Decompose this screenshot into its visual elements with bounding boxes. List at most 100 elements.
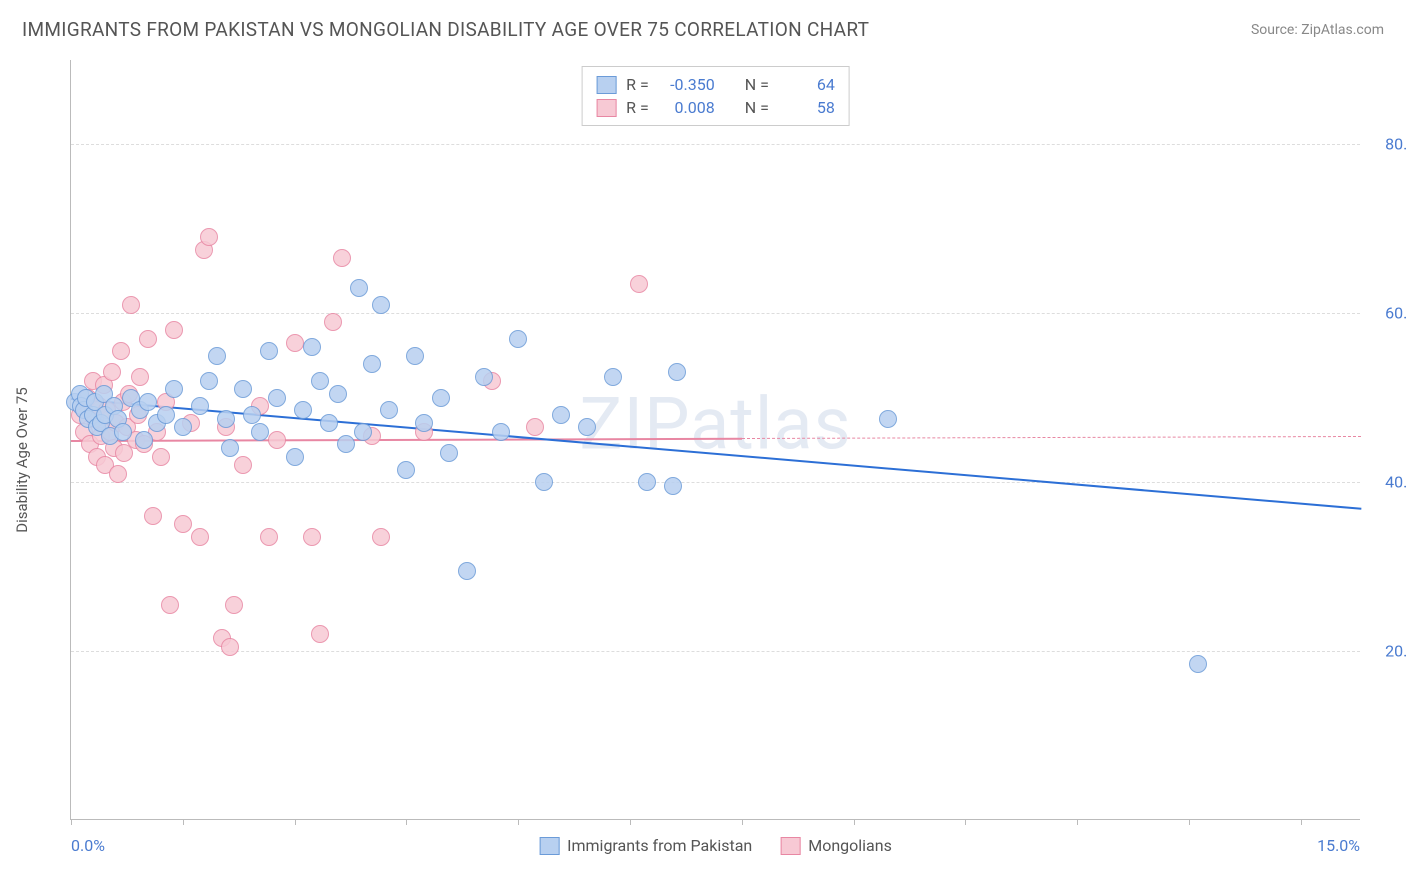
chart-title: IMMIGRANTS FROM PAKISTAN VS MONGOLIAN DI… [22, 18, 869, 41]
data-point [234, 380, 252, 398]
legend-series-label: Mongolians [808, 836, 892, 855]
x-tick [518, 819, 519, 825]
data-point [191, 528, 209, 546]
legend-series-label: Immigrants from Pakistan [567, 836, 752, 855]
y-axis-title: Disability Age Over 75 [13, 387, 31, 532]
data-point [112, 342, 130, 360]
data-point [311, 625, 329, 643]
legend-series: Immigrants from Pakistan Mongolians [539, 836, 892, 855]
data-point [139, 393, 157, 411]
data-point [114, 423, 132, 441]
x-tick [183, 819, 184, 825]
data-point [535, 473, 553, 491]
data-point [440, 444, 458, 462]
gridline [71, 313, 1360, 314]
data-point [144, 507, 162, 525]
gridline [71, 144, 1360, 145]
chart-container: Disability Age Over 75 ZIPatlas R =-0.35… [50, 60, 1390, 860]
r-label: R = [626, 75, 649, 94]
data-point [329, 385, 347, 403]
data-point [139, 330, 157, 348]
data-point [406, 347, 424, 365]
data-point [161, 596, 179, 614]
data-point [286, 334, 304, 352]
legend-swatch [539, 837, 559, 855]
x-tick [965, 819, 966, 825]
data-point [337, 435, 355, 453]
data-point [122, 296, 140, 314]
data-point [380, 401, 398, 419]
data-point [320, 414, 338, 432]
data-point [350, 279, 368, 297]
trend-line [71, 438, 742, 442]
data-point [200, 372, 218, 390]
data-point [221, 638, 239, 656]
data-point [475, 368, 493, 386]
n-value: 58 [779, 98, 835, 117]
data-point [200, 228, 218, 246]
data-point [372, 296, 390, 314]
data-point [397, 461, 415, 479]
x-min-label: 0.0% [71, 836, 105, 855]
data-point [354, 423, 372, 441]
legend-swatch [596, 99, 616, 117]
data-point [458, 562, 476, 580]
trend-line [71, 398, 1361, 510]
data-point [103, 363, 121, 381]
data-point [303, 338, 321, 356]
data-point [286, 448, 304, 466]
legend-stats: R =-0.350N =64R =0.008N =58 [581, 66, 850, 126]
data-point [333, 249, 351, 267]
data-point [251, 423, 269, 441]
trend-line [742, 436, 1361, 439]
legend-stat-row: R =0.008N =58 [596, 96, 835, 119]
y-tick-label: 80.0% [1385, 135, 1406, 154]
data-point [432, 389, 450, 407]
data-point [135, 431, 153, 449]
data-point [372, 528, 390, 546]
x-tick [854, 819, 855, 825]
gridline [71, 651, 1360, 652]
data-point [630, 275, 648, 293]
r-label: R = [626, 98, 649, 117]
data-point [1189, 655, 1207, 673]
data-point [879, 410, 897, 428]
x-max-label: 15.0% [1317, 836, 1360, 855]
source-label: Source: ZipAtlas.com [1251, 22, 1384, 38]
data-point [303, 528, 321, 546]
x-tick [406, 819, 407, 825]
data-point [217, 410, 235, 428]
data-point [324, 313, 342, 331]
data-point [664, 477, 682, 495]
y-tick-label: 60.0% [1385, 304, 1406, 323]
data-point [604, 368, 622, 386]
y-tick-label: 40.0% [1385, 473, 1406, 492]
legend-swatch [596, 76, 616, 94]
data-point [208, 347, 226, 365]
y-tick-label: 20.0% [1385, 642, 1406, 661]
data-point [492, 423, 510, 441]
x-tick [1077, 819, 1078, 825]
data-point [268, 389, 286, 407]
data-point [578, 418, 596, 436]
r-value: 0.008 [659, 98, 715, 117]
data-point [260, 342, 278, 360]
legend-series-item: Immigrants from Pakistan [539, 836, 752, 855]
data-point [294, 401, 312, 419]
data-point [152, 448, 170, 466]
data-point [109, 465, 127, 483]
data-point [363, 355, 381, 373]
n-label: N = [745, 75, 769, 94]
gridline [71, 482, 1360, 483]
legend-swatch [780, 837, 800, 855]
data-point [268, 431, 286, 449]
x-tick [630, 819, 631, 825]
data-point [225, 596, 243, 614]
x-tick [71, 819, 72, 825]
data-point [165, 380, 183, 398]
data-point [509, 330, 527, 348]
data-point [165, 321, 183, 339]
legend-stat-row: R =-0.350N =64 [596, 73, 835, 96]
n-value: 64 [779, 75, 835, 94]
data-point [260, 528, 278, 546]
